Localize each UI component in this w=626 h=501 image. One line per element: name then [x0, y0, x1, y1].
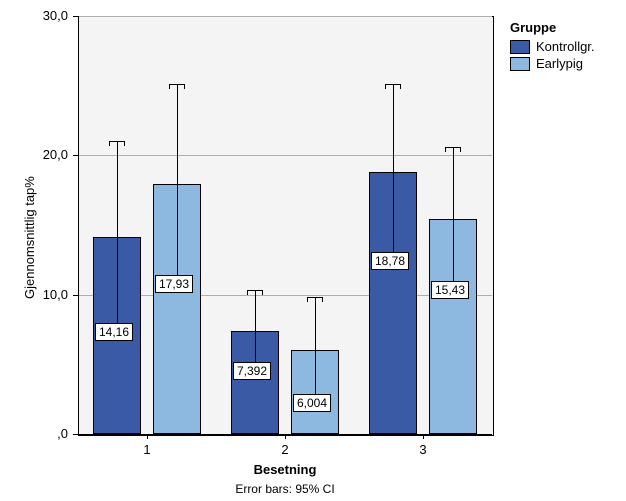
error-bar: [255, 290, 256, 371]
x-tick-label: 1: [127, 442, 167, 457]
legend-swatch: [510, 40, 530, 54]
bar-value-label: 15,43: [431, 281, 469, 299]
gridline: [79, 155, 492, 156]
legend-item: Kontrollgr.: [510, 39, 595, 54]
error-cap-top: [109, 141, 110, 146]
error-bar: [315, 297, 316, 403]
error-cap-top: [307, 297, 323, 298]
chart-canvas: ,010,020,030,0Gjennomsnittlig tap%123Bes…: [0, 0, 626, 501]
error-cap-top: [247, 290, 263, 291]
error-cap-top: [307, 297, 308, 302]
y-axis-title: Gjennomsnittlig tap%: [22, 176, 37, 299]
error-cap-top: [247, 290, 248, 295]
legend-item: Earlypig: [510, 56, 595, 71]
error-cap-top: [124, 141, 125, 146]
error-cap-top: [184, 84, 185, 89]
y-tick-label: 30,0: [0, 8, 68, 23]
error-cap-top: [262, 290, 263, 295]
x-tick-label: 3: [403, 442, 443, 457]
gridline: [79, 16, 492, 17]
x-tick: [147, 434, 148, 439]
legend-label: Kontrollgr.: [536, 39, 595, 54]
error-bar: [117, 141, 118, 332]
x-tick: [285, 434, 286, 439]
bar-value-label: 14,16: [95, 323, 133, 341]
error-cap-top: [460, 147, 461, 152]
error-bar: [453, 147, 454, 291]
error-cap-top: [385, 84, 401, 85]
legend-swatch: [510, 57, 530, 71]
bar-value-label: 6,004: [293, 394, 331, 412]
bar-value-label: 7,392: [233, 362, 271, 380]
bar-value-label: 17,93: [155, 275, 193, 293]
chart-footer: Error bars: 95% CI: [78, 482, 492, 496]
error-bar: [393, 84, 394, 261]
error-cap-top: [385, 84, 386, 89]
legend-label: Earlypig: [536, 56, 583, 71]
error-cap-top: [400, 84, 401, 89]
x-tick: [423, 434, 424, 439]
legend-title: Gruppe: [510, 20, 595, 35]
error-cap-top: [169, 84, 185, 85]
x-tick-label: 2: [265, 442, 305, 457]
error-cap-top: [445, 147, 446, 152]
x-axis-title: Besetning: [78, 462, 492, 477]
error-bar: [177, 84, 178, 283]
y-tick-label: ,0: [0, 426, 68, 441]
error-cap-top: [109, 141, 125, 142]
bar-value-label: 18,78: [371, 252, 409, 270]
y-axis: [78, 16, 79, 434]
error-cap-top: [322, 297, 323, 302]
legend: Gruppe Kontrollgr. Earlypig: [510, 20, 595, 73]
y-tick-label: 20,0: [0, 147, 68, 162]
error-cap-top: [445, 147, 461, 148]
error-cap-top: [169, 84, 170, 89]
